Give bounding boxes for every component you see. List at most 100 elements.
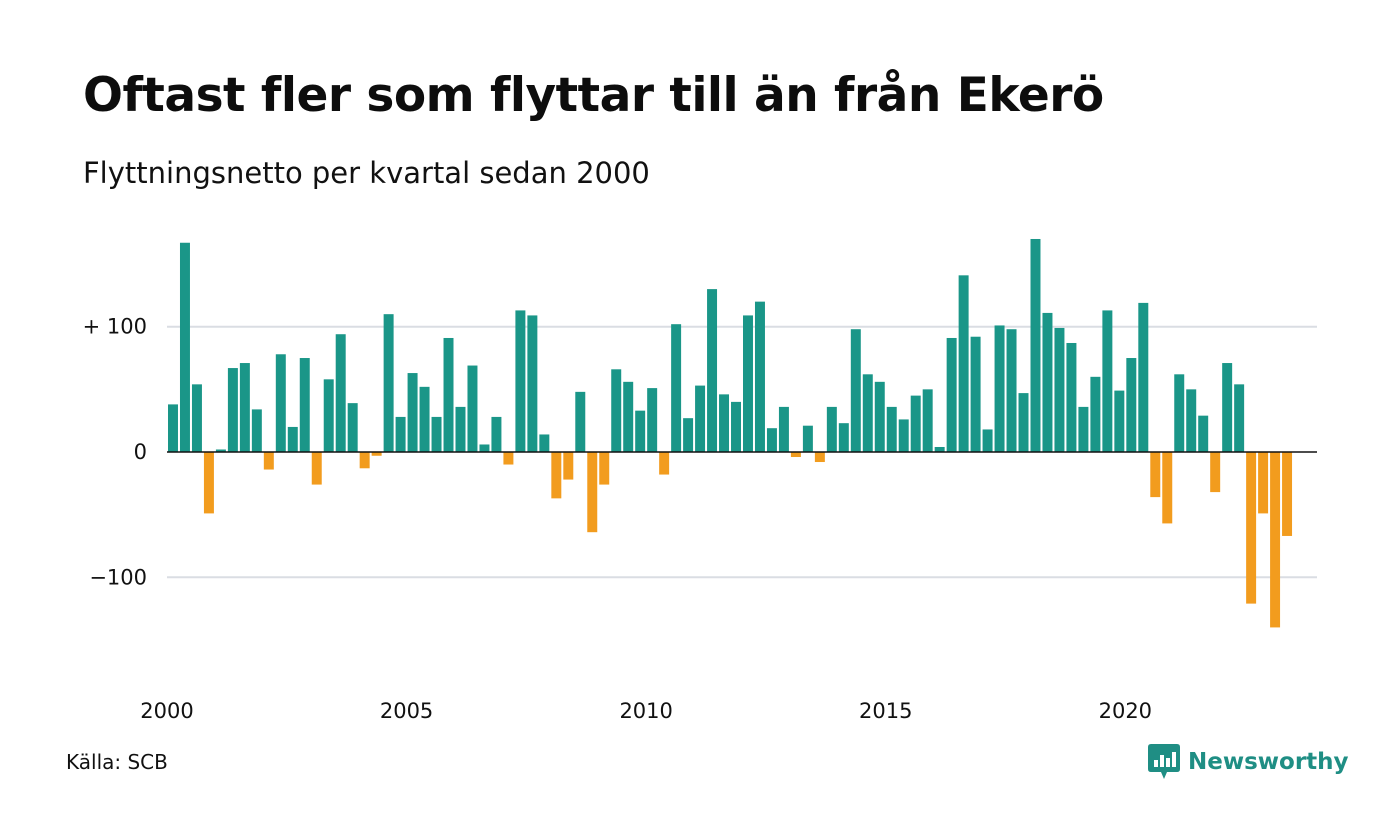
bar <box>299 358 310 452</box>
y-axis-ticks: + 100 0 −100 <box>83 315 147 590</box>
bar <box>898 419 909 452</box>
source-note: Källa: SCB <box>66 750 168 774</box>
bar <box>383 314 394 452</box>
bar <box>1090 376 1101 452</box>
bar <box>251 409 262 452</box>
bar <box>275 354 286 452</box>
bar <box>563 452 574 480</box>
bar <box>922 389 933 452</box>
bar <box>1270 452 1281 628</box>
bars <box>168 238 1293 628</box>
bar <box>1210 452 1221 493</box>
bar <box>1114 390 1125 452</box>
bar <box>790 452 801 458</box>
bar <box>838 423 849 452</box>
bar <box>168 404 178 452</box>
newsworthy-logo-icon <box>1148 744 1180 779</box>
y-tick-label: −100 <box>89 565 147 589</box>
bar <box>551 452 562 499</box>
bar <box>802 425 813 452</box>
x-tick-label: 2000 <box>140 699 193 723</box>
bar <box>1234 384 1245 452</box>
bar <box>1282 452 1293 536</box>
bar <box>946 337 957 452</box>
bar <box>503 452 514 465</box>
bar <box>886 406 897 452</box>
bar <box>958 275 969 452</box>
bar <box>719 394 730 452</box>
bar <box>347 403 358 452</box>
bar <box>1030 238 1041 452</box>
bar <box>994 325 1005 452</box>
bar <box>1198 415 1209 452</box>
bar <box>527 315 538 452</box>
bar <box>515 310 526 452</box>
bar <box>970 336 981 452</box>
bar <box>647 388 658 452</box>
chart-subtitle: Flyttningsnetto per kvartal sedan 2000 <box>83 156 650 190</box>
bar <box>203 452 214 514</box>
bar <box>826 406 837 452</box>
bar <box>910 395 921 452</box>
bar <box>1150 452 1161 498</box>
bar <box>1102 310 1113 452</box>
bar <box>1078 406 1089 452</box>
x-tick-label: 2010 <box>619 699 672 723</box>
bar <box>635 410 646 452</box>
bar <box>179 242 190 452</box>
y-tick-label: + 100 <box>83 315 147 339</box>
bar <box>1042 312 1053 452</box>
bar <box>371 452 382 456</box>
x-tick-label: 2005 <box>380 699 433 723</box>
bar <box>850 329 861 452</box>
bar <box>419 386 430 452</box>
bar <box>395 416 406 452</box>
bar <box>695 385 706 452</box>
bar <box>862 374 873 452</box>
bar <box>934 446 945 452</box>
bar <box>1258 452 1269 514</box>
bar <box>1246 452 1257 604</box>
bar <box>1162 452 1173 524</box>
bar <box>215 449 226 452</box>
bar <box>1066 342 1077 452</box>
bar <box>191 384 202 452</box>
bar <box>539 434 550 452</box>
brand-name: Newsworthy <box>1188 749 1349 775</box>
bar <box>359 452 370 469</box>
x-tick-label: 2020 <box>1099 699 1152 723</box>
bar <box>1006 329 1017 452</box>
bar <box>407 373 418 452</box>
bar <box>1018 393 1029 452</box>
bar <box>587 452 598 533</box>
brand: Newsworthy <box>1148 744 1349 780</box>
bar <box>1222 363 1233 452</box>
bar <box>491 416 502 452</box>
bar <box>335 334 346 452</box>
bar <box>707 289 718 452</box>
bar <box>683 418 694 452</box>
bar <box>982 429 993 452</box>
x-axis-ticks: 2000 2005 2010 2015 2020 <box>140 699 1152 723</box>
bar <box>1174 374 1185 452</box>
bar <box>659 452 670 475</box>
bar <box>479 444 490 452</box>
bar <box>467 365 478 452</box>
bar <box>455 406 466 452</box>
bar <box>874 381 885 452</box>
bar <box>575 391 586 452</box>
bar <box>1054 327 1065 452</box>
bar <box>778 406 789 452</box>
bar <box>431 416 442 452</box>
bar <box>443 337 454 452</box>
bar <box>599 452 610 485</box>
bar <box>671 324 682 452</box>
y-tick-label: 0 <box>134 440 147 464</box>
x-tick-label: 2015 <box>859 699 912 723</box>
bar <box>1126 358 1137 452</box>
bar <box>731 401 741 452</box>
bar <box>1138 302 1149 452</box>
bar-chart: + 100 0 −100 2000 2005 2010 2015 2020 <box>83 238 1317 723</box>
bar <box>1186 389 1197 452</box>
bar <box>311 452 322 485</box>
